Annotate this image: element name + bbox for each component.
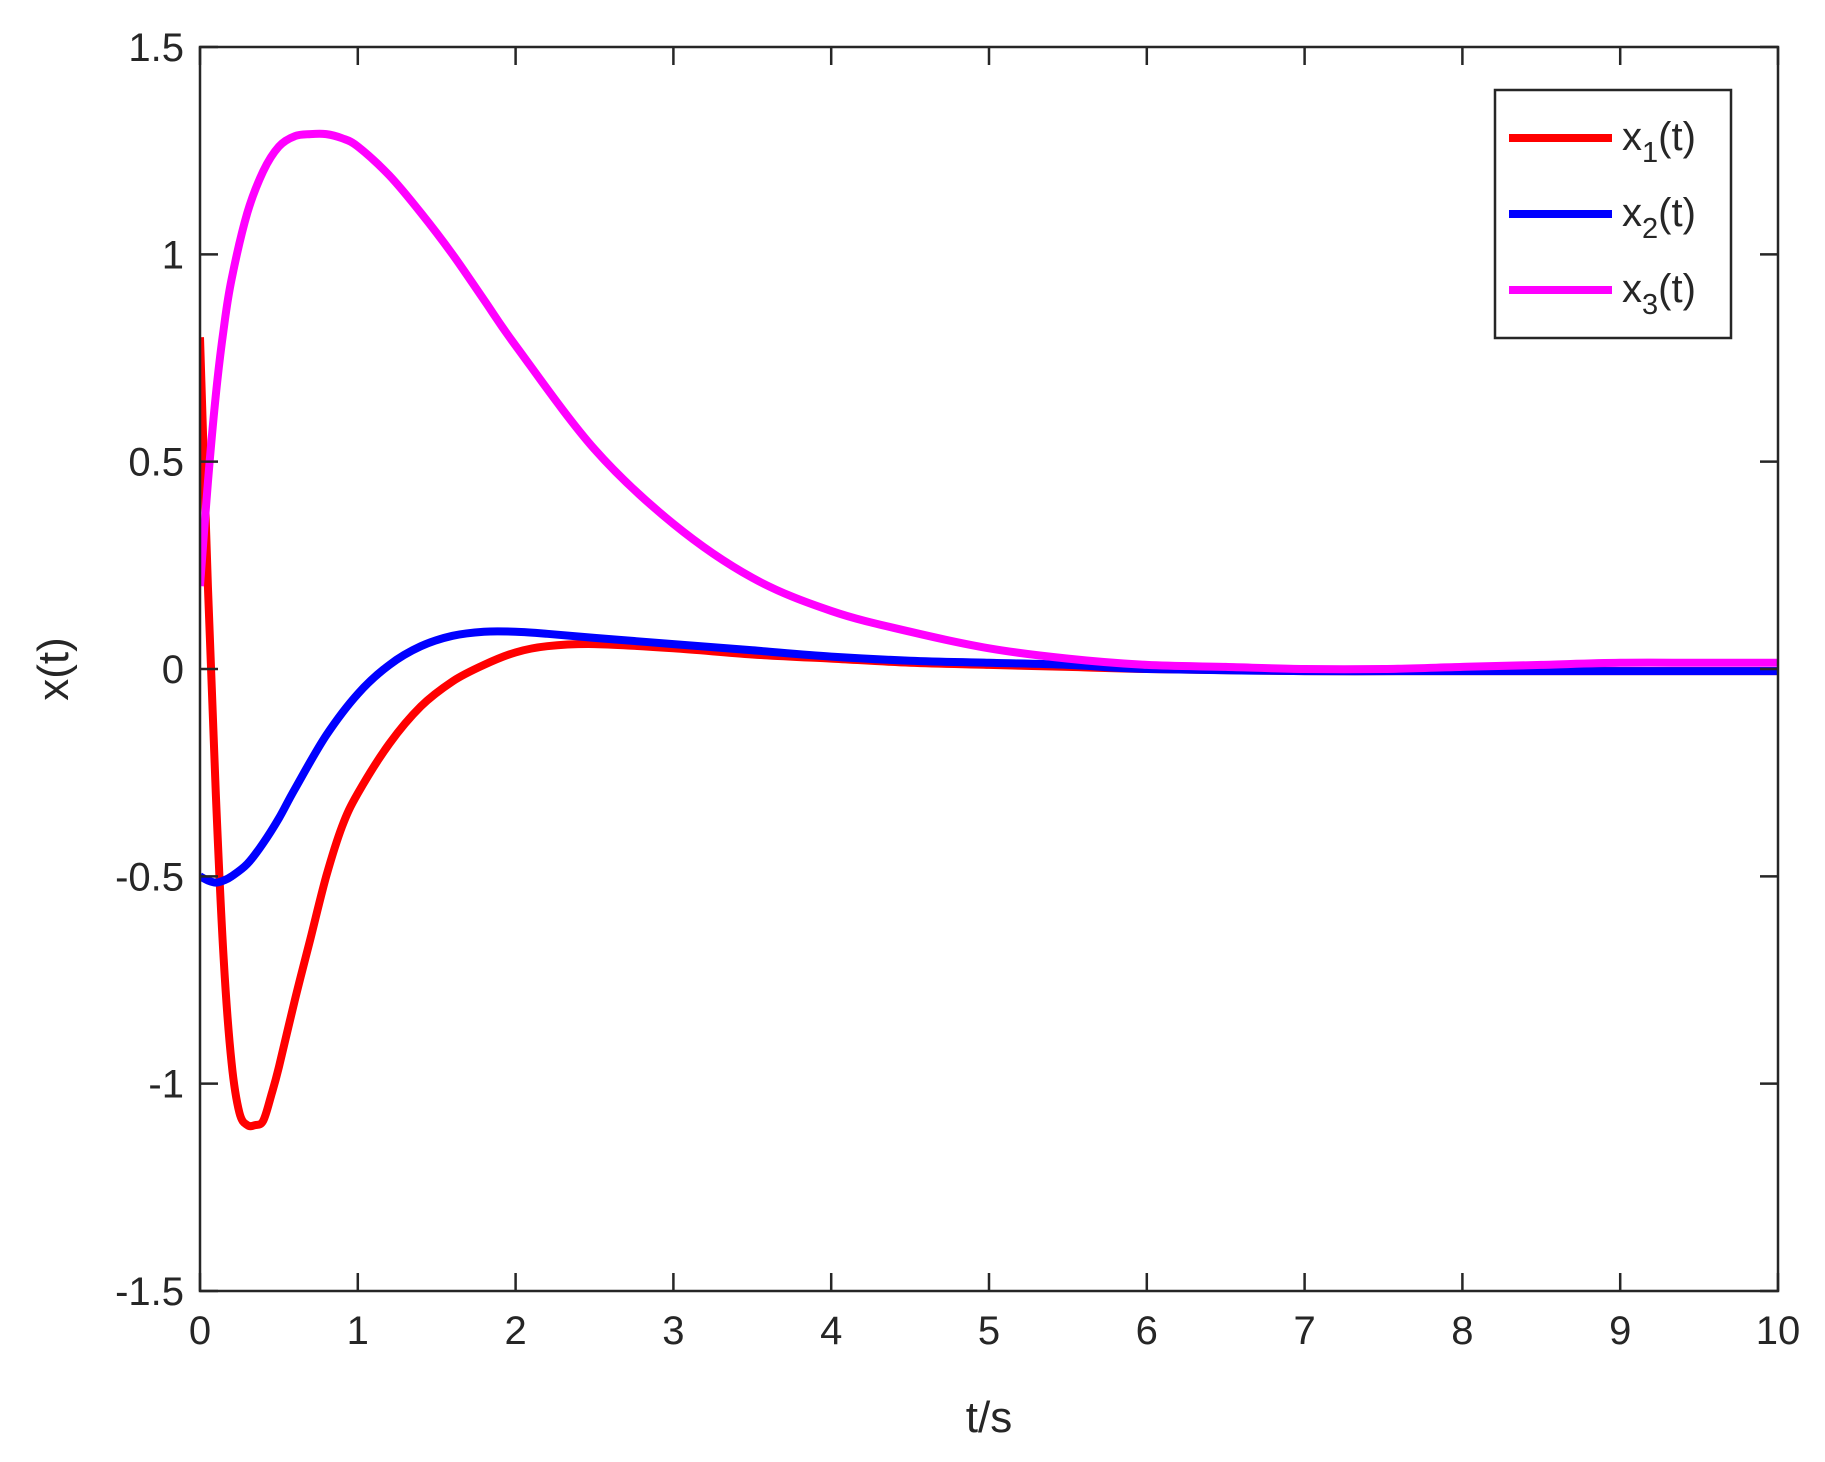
y-tick-label: 1.5 xyxy=(128,26,184,70)
legend-label-tail: (t) xyxy=(1658,191,1696,235)
y-tick-label: -1.5 xyxy=(115,1270,184,1314)
legend-label-main: x xyxy=(1622,191,1642,235)
x-tick-label: 3 xyxy=(662,1309,684,1353)
legend-label-main: x xyxy=(1622,267,1642,311)
legend: x1(t)x2(t)x3(t) xyxy=(1493,88,1733,340)
x-axis-title: t/s xyxy=(966,1393,1012,1442)
x-tick-label: 8 xyxy=(1451,1309,1473,1353)
x-tick-label: 0 xyxy=(189,1309,211,1353)
y-tick-label: -0.5 xyxy=(115,855,184,899)
legend-label-x1: x1(t) xyxy=(1622,115,1696,169)
x-tick-label: 6 xyxy=(1136,1309,1158,1353)
legend-label-subscript: 2 xyxy=(1642,213,1658,245)
y-tick-label: -1 xyxy=(148,1063,184,1107)
x-tick-label: 9 xyxy=(1609,1309,1631,1353)
x-tick-label: 10 xyxy=(1756,1309,1801,1353)
legend-label-main: x xyxy=(1622,115,1642,159)
x-tick-label: 1 xyxy=(347,1309,369,1353)
x-tick-label: 7 xyxy=(1293,1309,1315,1353)
x-tick-label: 5 xyxy=(978,1309,1000,1353)
legend-label-x3: x3(t) xyxy=(1622,267,1696,321)
x-tick-label: 4 xyxy=(820,1309,842,1353)
x-tick-label: 2 xyxy=(504,1309,526,1353)
legend-label-subscript: 3 xyxy=(1642,289,1658,321)
y-tick-label: 1 xyxy=(162,233,184,277)
legend-label-x2: x2(t) xyxy=(1622,191,1696,245)
series-layer xyxy=(200,129,1778,1131)
series-line-x3 xyxy=(200,129,1778,674)
ticks-layer: 0 1 2 3 4 5 6 7 8 9 10 -1.5 -1 -0.5 0 0.5 1 1.5 xyxy=(115,26,1800,1353)
y-tick-label: 0.5 xyxy=(128,441,184,485)
legend-label-subscript: 1 xyxy=(1642,137,1658,169)
y-axis-title: x(t) xyxy=(29,637,78,701)
y-tick-label: 0 xyxy=(162,648,184,692)
legend-label-tail: (t) xyxy=(1658,267,1696,311)
legend-label-tail: (t) xyxy=(1658,115,1696,159)
